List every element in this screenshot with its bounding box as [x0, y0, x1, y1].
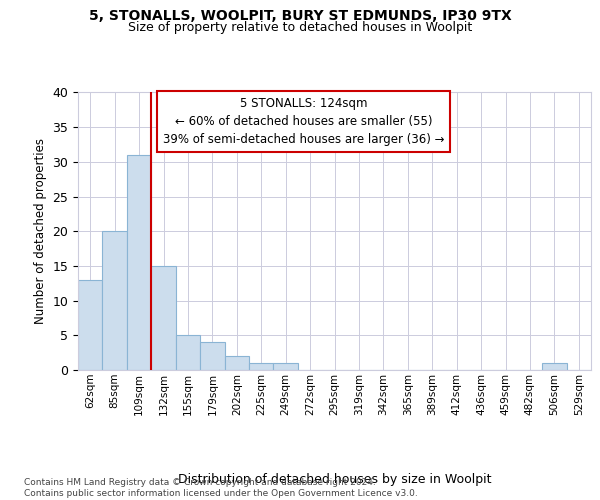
Bar	[274, 363, 298, 370]
Text: 5, STONALLS, WOOLPIT, BURY ST EDMUNDS, IP30 9TX: 5, STONALLS, WOOLPIT, BURY ST EDMUNDS, I…	[89, 9, 511, 23]
Bar	[176, 336, 200, 370]
Bar	[249, 363, 274, 370]
Bar	[151, 266, 176, 370]
Bar	[200, 342, 224, 370]
Bar	[542, 363, 566, 370]
Text: Size of property relative to detached houses in Woolpit: Size of property relative to detached ho…	[128, 21, 472, 34]
Bar	[224, 356, 249, 370]
Bar	[78, 280, 103, 370]
Text: 5 STONALLS: 124sqm
← 60% of detached houses are smaller (55)
39% of semi-detache: 5 STONALLS: 124sqm ← 60% of detached hou…	[163, 96, 445, 146]
Bar	[127, 155, 151, 370]
X-axis label: Distribution of detached houses by size in Woolpit: Distribution of detached houses by size …	[178, 473, 491, 486]
Bar	[103, 231, 127, 370]
Text: Contains HM Land Registry data © Crown copyright and database right 2024.
Contai: Contains HM Land Registry data © Crown c…	[24, 478, 418, 498]
Y-axis label: Number of detached properties: Number of detached properties	[34, 138, 47, 324]
